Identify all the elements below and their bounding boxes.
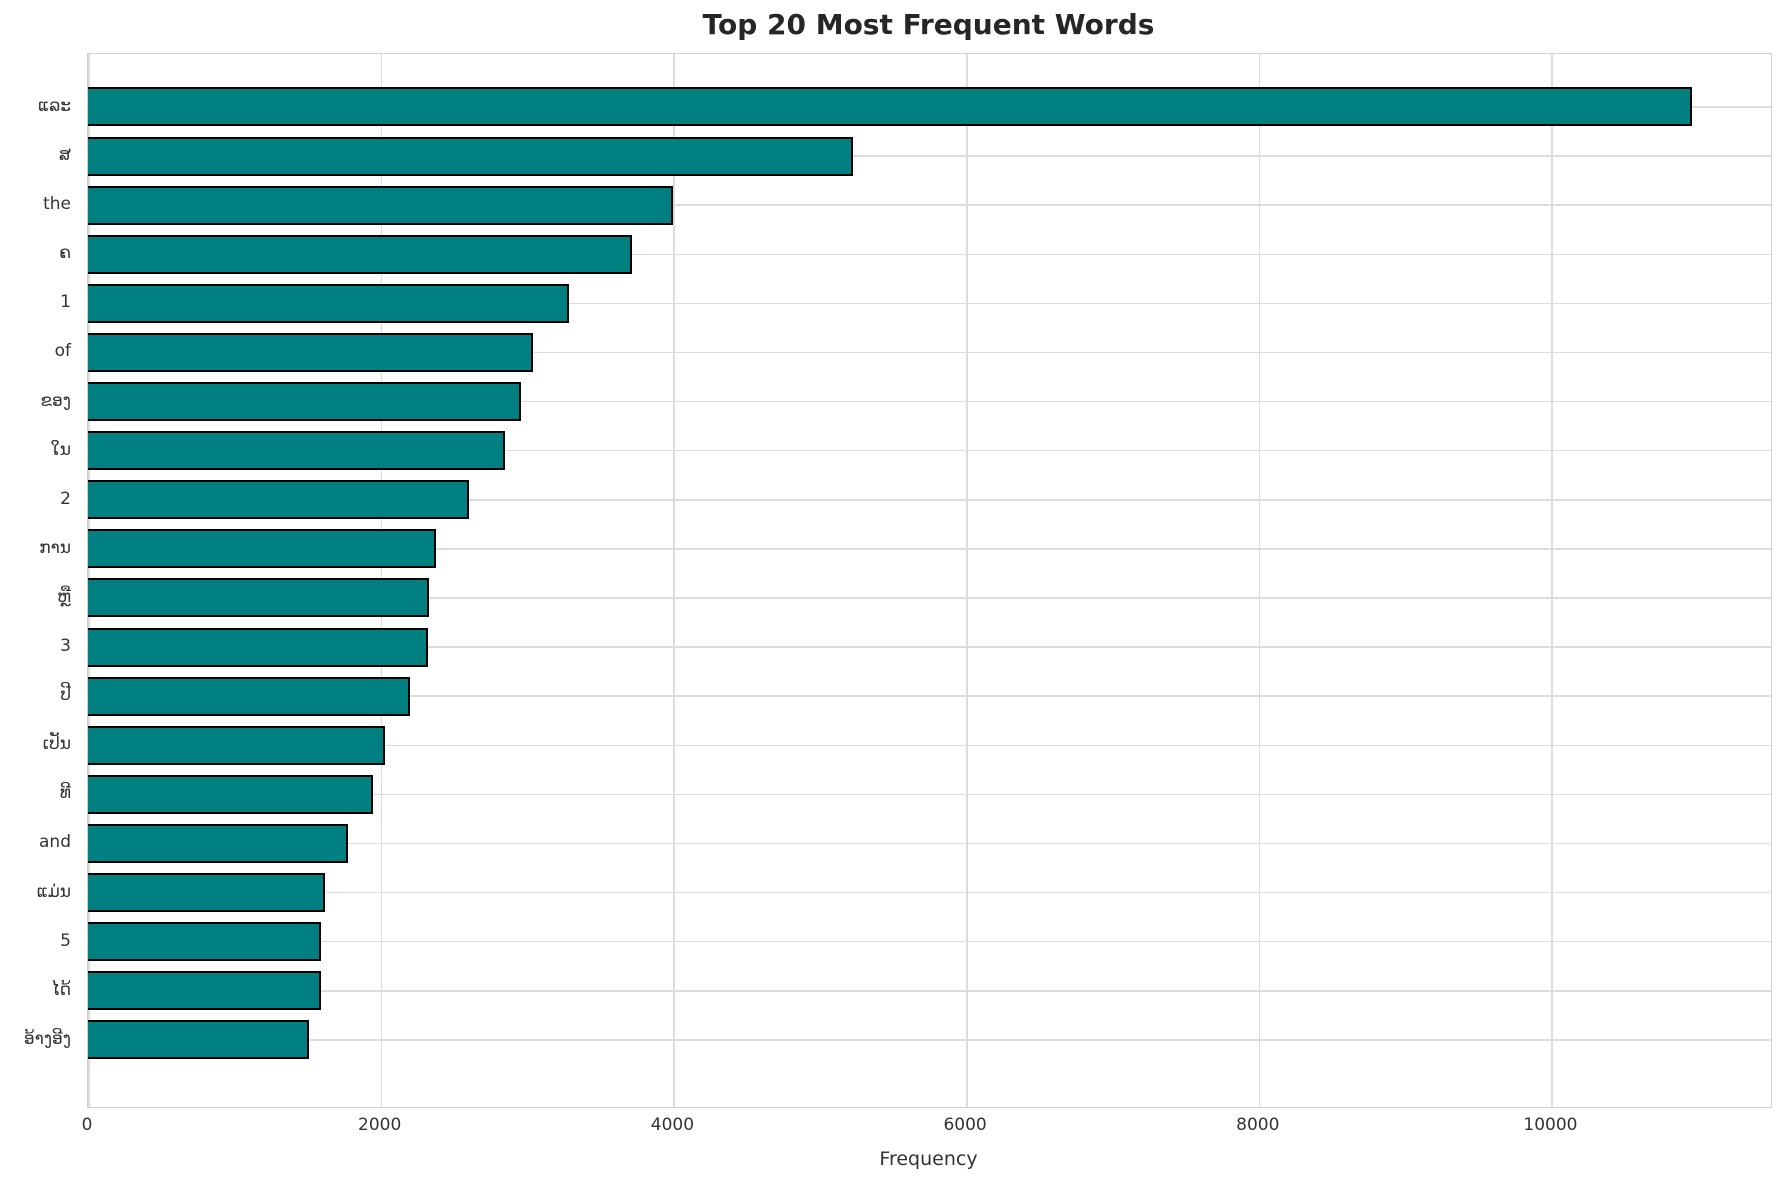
x-tick-label: 8000 (1236, 1115, 1280, 1135)
y-tick-label: ທີ (59, 783, 71, 804)
bar (88, 185, 674, 225)
y-tick-label: ໄດ້ (51, 979, 71, 1000)
x-tick-label: 6000 (943, 1115, 987, 1135)
bar (88, 676, 410, 716)
y-tick-label: ການ (39, 537, 71, 558)
bar (88, 774, 374, 814)
horizontal-gridline (88, 1039, 1771, 1041)
horizontal-gridline (88, 253, 1771, 256)
y-tick-label: of (54, 341, 71, 362)
horizontal-gridline (88, 499, 1771, 501)
bar (88, 873, 326, 913)
bar (88, 529, 437, 569)
y-axis-labels: ແລະສ the ຄ 1 of ຂອງໃນ 2 ການຫຼື 3 ປີເປັນທີ and ແມ່ນ 5… (0, 53, 80, 1106)
horizontal-gridline (88, 449, 1771, 452)
y-tick-label: ສ (59, 145, 71, 166)
plot-area (87, 53, 1772, 1108)
chart-title: Top 20 Most Frequent Words (702, 8, 1155, 41)
y-tick-label: ໃນ (50, 439, 71, 460)
y-tick-label: ຂອງ (40, 390, 71, 411)
y-tick-label: ຫຼື (57, 586, 71, 607)
bar (88, 431, 506, 471)
bar (88, 1020, 309, 1060)
bar (88, 234, 633, 274)
y-tick-label: ແລະ (38, 95, 71, 116)
bar (88, 823, 349, 863)
horizontal-gridline (88, 400, 1771, 403)
bar (88, 627, 428, 667)
y-tick-label: 1 (60, 292, 71, 313)
horizontal-gridline (88, 302, 1771, 305)
y-tick-label: ປີ (60, 685, 71, 706)
bar (88, 971, 321, 1011)
horizontal-gridline (88, 155, 1771, 157)
horizontal-gridline (88, 990, 1771, 992)
horizontal-gridline (88, 597, 1771, 599)
bar (88, 332, 533, 372)
y-tick-label: ເປັນ (42, 734, 71, 755)
y-tick-label: and (39, 832, 71, 853)
vertical-gridline (1258, 54, 1261, 1107)
x-tick-label: 2000 (358, 1115, 402, 1135)
horizontal-gridline (88, 891, 1771, 894)
bar (88, 480, 469, 520)
horizontal-gridline (88, 204, 1771, 206)
y-tick-label: ອ້າງອີງ (23, 1028, 71, 1049)
y-tick-label: the (43, 194, 71, 215)
y-tick-label: 3 (60, 636, 71, 657)
x-tick-label: 10000 (1523, 1115, 1578, 1135)
horizontal-gridline (88, 842, 1771, 845)
vertical-gridline (966, 54, 968, 1107)
y-tick-label: ຄ (59, 243, 71, 264)
bar (88, 725, 386, 765)
y-tick-label: ແມ່ນ (36, 881, 71, 902)
bar (88, 922, 321, 962)
bar (88, 136, 854, 176)
y-tick-label: 5 (60, 930, 71, 951)
x-axis-label: Frequency (879, 1148, 978, 1170)
x-axis-ticks: 0 2000 4000 6000 8000 10000 (82, 1115, 1770, 1141)
x-tick-label: 0 (81, 1115, 93, 1135)
horizontal-gridline (88, 351, 1771, 354)
vertical-gridline (1551, 54, 1553, 1107)
horizontal-gridline (88, 793, 1771, 796)
horizontal-gridline (88, 646, 1771, 648)
bar (88, 578, 429, 618)
bar (88, 283, 570, 323)
vertical-gridline (673, 54, 675, 1107)
y-tick-label: 2 (60, 488, 71, 509)
horizontal-gridline (88, 695, 1771, 697)
horizontal-gridline (88, 940, 1771, 943)
bar (88, 382, 522, 422)
horizontal-gridline (88, 744, 1771, 747)
bar (88, 87, 1692, 127)
horizontal-gridline (88, 548, 1771, 550)
x-tick-label: 4000 (650, 1115, 695, 1135)
